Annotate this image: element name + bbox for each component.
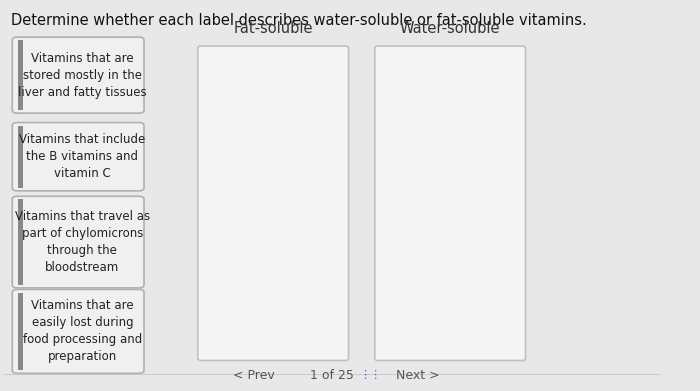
FancyBboxPatch shape (374, 46, 526, 361)
Text: Vitamins that include
the B vitamins and
vitamin C: Vitamins that include the B vitamins and… (20, 133, 146, 180)
Bar (18, 126, 23, 188)
FancyBboxPatch shape (198, 46, 349, 361)
Bar (18, 40, 23, 110)
FancyBboxPatch shape (13, 37, 144, 113)
Bar (18, 292, 23, 370)
Text: Next >: Next > (395, 369, 439, 382)
Text: Vitamins that are
easily lost during
food processing and
preparation: Vitamins that are easily lost during foo… (23, 300, 142, 363)
Text: Determine whether each label describes water-soluble or fat-soluble vitamins.: Determine whether each label describes w… (11, 13, 587, 28)
Bar (18, 199, 23, 285)
FancyBboxPatch shape (13, 196, 144, 288)
Text: < Prev: < Prev (232, 369, 274, 382)
FancyBboxPatch shape (13, 289, 144, 373)
Text: Water-soluble: Water-soluble (400, 22, 500, 36)
Text: 1 of 25: 1 of 25 (310, 369, 354, 382)
FancyBboxPatch shape (13, 122, 144, 191)
Text: ⋮⋮: ⋮⋮ (359, 370, 382, 380)
Text: Vitamins that travel as
part of chylomicrons
through the
bloodstream: Vitamins that travel as part of chylomic… (15, 210, 150, 274)
Text: Vitamins that are
stored mostly in the
liver and fatty tissues: Vitamins that are stored mostly in the l… (18, 52, 147, 99)
Text: Fat-soluble: Fat-soluble (233, 22, 313, 36)
